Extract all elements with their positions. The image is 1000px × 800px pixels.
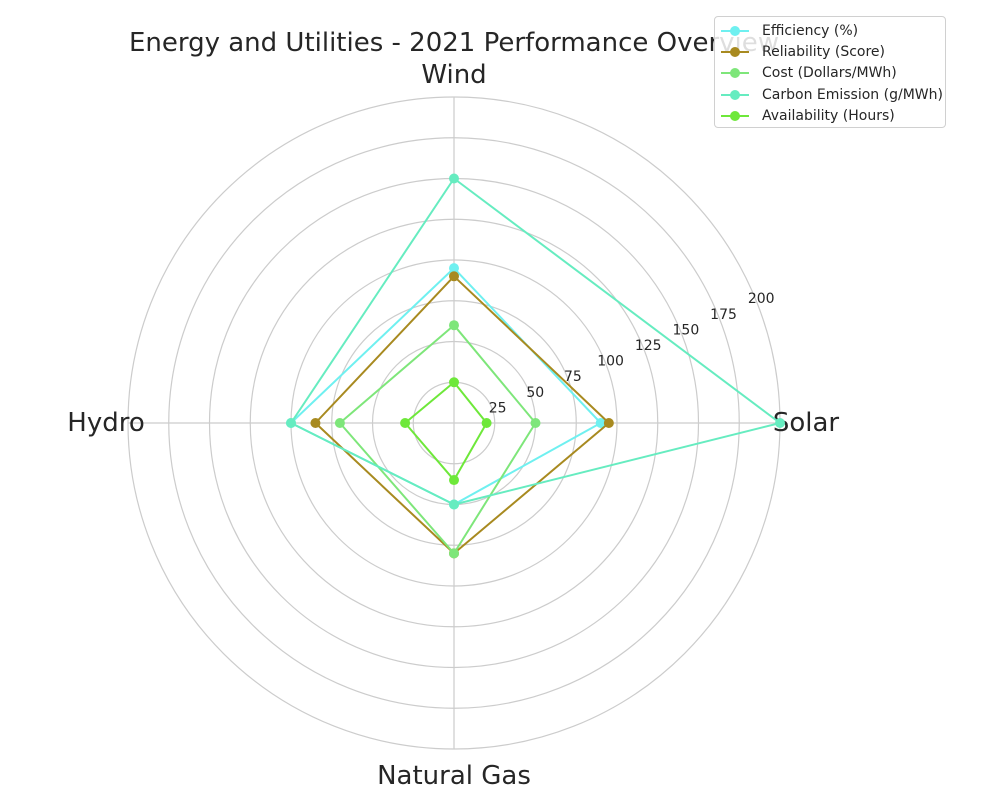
series-layer	[286, 173, 785, 559]
legend-label: Availability (Hours)	[762, 108, 895, 125]
legend-item: Carbon Emission (g/MWh)	[721, 84, 943, 105]
radial-tick-label: 50	[526, 385, 544, 401]
data-point	[449, 263, 459, 274]
series-line	[290, 177, 781, 506]
data-point	[310, 418, 321, 428]
data-point	[449, 271, 459, 282]
data-point	[286, 418, 296, 428]
legend-swatch	[721, 46, 749, 58]
category-label: Wind	[421, 60, 486, 90]
category-label: Hydro	[67, 408, 144, 438]
chart-title: Energy and Utilities - 2021 Performance …	[128, 28, 780, 58]
series-4	[400, 377, 492, 486]
legend-label: Carbon Emission (g/MWh)	[762, 86, 943, 103]
data-point	[449, 548, 459, 559]
legend-swatch	[721, 89, 749, 101]
data-point	[449, 475, 459, 486]
data-point	[449, 173, 459, 184]
series-1	[310, 271, 614, 559]
data-point	[449, 499, 459, 510]
data-point	[595, 418, 606, 428]
data-point	[334, 418, 345, 428]
legend-swatch	[721, 110, 749, 122]
radial-tick-label: 125	[635, 338, 662, 354]
data-point	[449, 320, 459, 331]
radial-tick-label: 25	[489, 400, 507, 416]
legend-label: Cost (Dollars/MWh)	[762, 65, 897, 82]
radial-tick-label: 200	[748, 291, 775, 307]
legend-label: Efficiency (%)	[762, 22, 859, 39]
data-point	[775, 418, 785, 428]
legend-item: Cost (Dollars/MWh)	[721, 63, 939, 84]
data-point	[530, 418, 541, 428]
radial-tick-label: 175	[710, 307, 737, 323]
legend-swatch	[721, 67, 749, 79]
legend-item: Efficiency (%)	[721, 20, 939, 41]
data-point	[449, 377, 459, 388]
series-2	[334, 320, 541, 559]
legend-item: Availability (Hours)	[721, 106, 939, 127]
radar-grid	[127, 96, 781, 750]
series-line	[338, 324, 537, 555]
radial-tick-labels: 25 50 75 100 125 150 175 200	[489, 291, 775, 416]
data-point	[400, 418, 411, 428]
series-0	[286, 263, 606, 510]
radial-tick-label: 75	[564, 369, 582, 385]
data-point	[603, 418, 614, 428]
series-line	[404, 381, 488, 482]
radial-tick-label: 100	[597, 354, 624, 370]
data-point	[481, 418, 492, 428]
category-label: Natural Gas	[377, 761, 531, 791]
radial-tick-label: 150	[673, 322, 700, 338]
series-3	[286, 173, 785, 510]
legend-label: Reliability (Score)	[762, 44, 885, 61]
legend-swatch	[721, 25, 749, 37]
legend-item: Reliability (Score)	[721, 41, 939, 62]
legend: Efficiency (%) Reliability (Score) Cost (D…	[714, 16, 946, 128]
series-line	[314, 275, 610, 555]
